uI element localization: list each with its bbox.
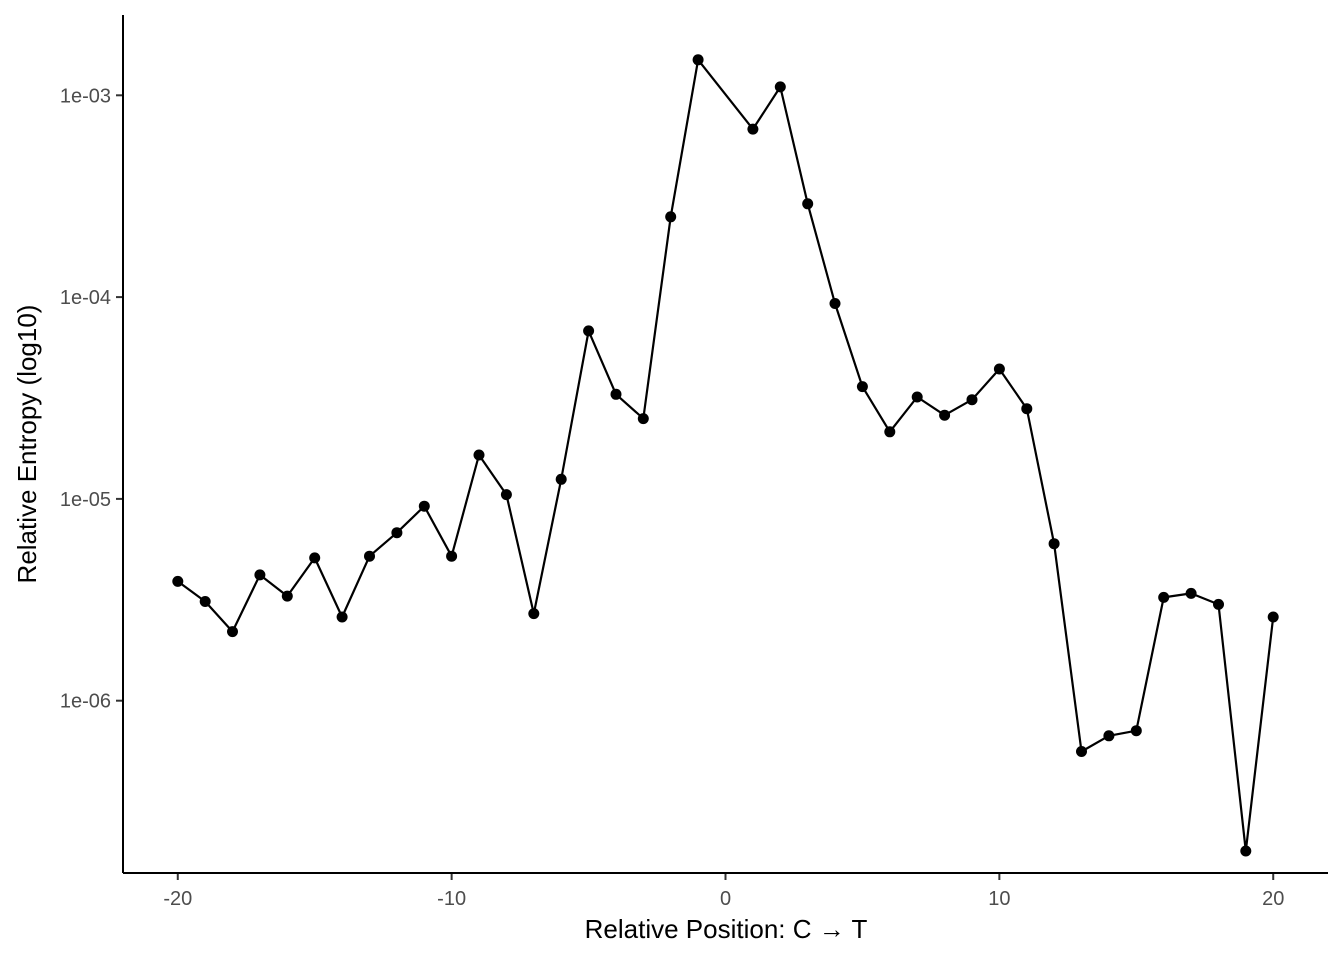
series-line [177,58,1275,853]
x-tick-label: -10 [437,888,466,910]
x-axis-title: Relative Position: C → T [585,914,868,944]
data-point [309,552,321,564]
data-point [172,575,184,587]
data-point [610,388,622,400]
data-point [336,611,348,623]
data-point [583,325,595,337]
data-point [884,426,896,438]
data-point [665,211,677,223]
data-point [1213,598,1224,610]
data-point [254,569,266,581]
y-tick-label: 1e-06 [60,691,111,713]
data-point [1158,591,1170,603]
data-point [227,626,238,638]
data-point [747,123,759,135]
x-axis-ticks: -20 -10 0 10 20 [163,873,1284,910]
data-point [1048,538,1060,550]
data-point [993,363,1005,375]
data-point [528,608,540,620]
data-point [637,413,649,425]
data-point [281,590,293,602]
y-axis-ticks: 1e-06 1e-05 1e-04 1e-03 [60,85,123,713]
data-point [446,550,458,562]
data-point [555,473,567,485]
data-point [500,489,512,501]
data-point [391,527,403,539]
data-point [911,391,923,403]
data-point [774,81,786,93]
x-tick-label: 10 [988,888,1010,910]
data-point [1021,403,1033,415]
data-point [1185,587,1197,599]
y-tick-label: 1e-05 [60,489,111,511]
data-point [1240,845,1252,857]
x-tick-label: 20 [1262,888,1284,910]
data-point [199,596,211,607]
data-point [856,381,868,393]
data-point [829,298,841,309]
y-tick-label: 1e-03 [60,85,111,107]
data-point [966,394,978,406]
y-tick-label: 1e-04 [60,287,111,309]
data-point [418,500,430,512]
data-point [1076,746,1087,757]
data-point [1130,725,1142,737]
data-point [939,409,951,421]
data-point [1267,611,1279,623]
data-point [1103,730,1115,742]
data-point [802,198,814,210]
data-point [364,550,375,562]
data-point [692,54,704,66]
x-tick-label: 0 [720,888,731,910]
data-points [172,54,1279,857]
data-point [473,449,485,461]
y-axis-title: Relative Entropy (log10) [12,305,42,584]
x-tick-label: -20 [163,888,192,910]
